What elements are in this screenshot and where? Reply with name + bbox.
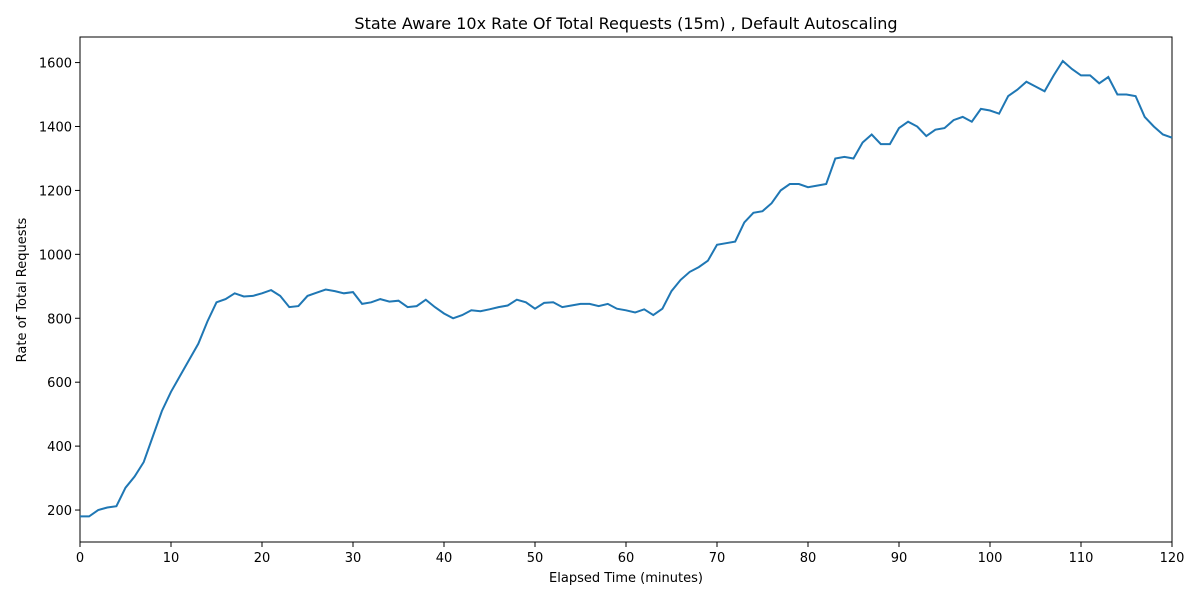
- x-tick-label: 110: [1069, 551, 1094, 566]
- x-tick-label: 60: [618, 551, 635, 566]
- x-tick-label: 30: [345, 551, 362, 566]
- data-line: [80, 59, 1173, 518]
- y-tick-label: 200: [47, 504, 72, 519]
- x-tick-label: 10: [163, 551, 180, 566]
- y-tick-label: 1200: [39, 184, 72, 199]
- x-tick-label: 70: [709, 551, 726, 566]
- y-tick-label: 1000: [39, 248, 72, 263]
- y-tick-label: 800: [47, 312, 72, 327]
- plot-frame: [79, 36, 1173, 543]
- chart-title: State Aware 10x Rate Of Total Requests (…: [354, 14, 897, 33]
- x-tick-label: 50: [527, 551, 544, 566]
- y-axis-label: Rate of Total Requests: [15, 217, 30, 362]
- y-tick-label: 400: [47, 440, 72, 455]
- x-tick-label: 40: [436, 551, 453, 566]
- y-tick-label: 1400: [39, 120, 72, 135]
- x-axis-label: Elapsed Time (minutes): [549, 571, 703, 586]
- x-tick-label: 20: [254, 551, 271, 566]
- y-tick-label: 1600: [39, 57, 72, 72]
- y-tick-label: 600: [47, 376, 72, 391]
- x-tick-label: 0: [76, 551, 84, 566]
- x-tick-label: 80: [800, 551, 817, 566]
- x-tick-label: 120: [1160, 551, 1185, 566]
- x-tick-label: 100: [978, 551, 1003, 566]
- x-tick-label: 90: [891, 551, 908, 566]
